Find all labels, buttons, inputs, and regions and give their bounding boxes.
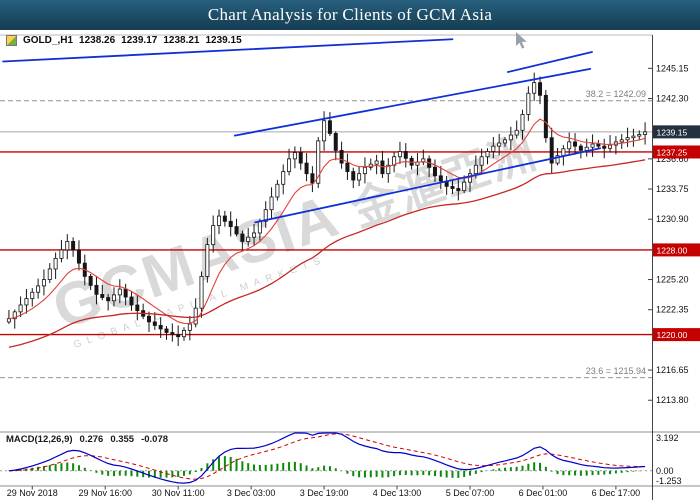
macd-label: MACD(12,26,9) bbox=[6, 434, 73, 445]
moving-average-line-2 bbox=[8, 159, 646, 348]
svg-text:1213.80: 1213.80 bbox=[656, 395, 689, 405]
price-chart[interactable]: 1245.15 1242.30 1236.60 1233.75 1230.90 1225.… bbox=[0, 30, 700, 500]
svg-text:-1.253: -1.253 bbox=[656, 476, 682, 486]
candlesticks bbox=[6, 72, 648, 346]
svg-text:29 Nov 16:00: 29 Nov 16:00 bbox=[78, 488, 132, 498]
price-axis-ticks: 1245.15 1242.30 1236.60 1233.75 1230.90 1225.… bbox=[648, 63, 689, 405]
svg-text:29 Nov 2018: 29 Nov 2018 bbox=[7, 488, 58, 498]
svg-text:1230.90: 1230.90 bbox=[656, 214, 689, 224]
bid-price-badge: 1239.15 bbox=[653, 125, 700, 139]
trendline-upper-channel[interactable] bbox=[233, 67, 592, 137]
level-price-badge: 1237.25 bbox=[653, 145, 700, 159]
svg-text:1220.00: 1220.00 bbox=[657, 330, 688, 340]
svg-text:30 Nov 11:00: 30 Nov 11:00 bbox=[152, 488, 205, 498]
svg-text:0.00: 0.00 bbox=[656, 466, 674, 476]
level-price-badge: 1228.00 bbox=[653, 243, 700, 257]
page-title: Chart Analysis for Clients of GCM Asia bbox=[207, 5, 493, 24]
svg-text:1225.20: 1225.20 bbox=[656, 275, 689, 285]
trendline-lower-channel[interactable] bbox=[254, 147, 602, 224]
fib-level-label: 38.2 = 1242.09 bbox=[585, 88, 646, 99]
trendline-top-right[interactable] bbox=[507, 51, 593, 73]
svg-text:3.192: 3.192 bbox=[656, 433, 679, 443]
macd-value-main: 0.276 bbox=[79, 434, 104, 445]
svg-text:1216.65: 1216.65 bbox=[656, 365, 689, 375]
macd-indicator-legend: MACD(12,26,9) 0.276 0.355 -0.078 bbox=[6, 434, 168, 445]
ohlc-high: 1239.17 bbox=[121, 35, 158, 46]
trendline-top[interactable] bbox=[2, 38, 454, 63]
ohlc-close: 1239.15 bbox=[205, 35, 242, 46]
svg-text:1242.30: 1242.30 bbox=[656, 94, 689, 104]
macd-value-signal: 0.355 bbox=[110, 434, 135, 445]
symbol-timeframe-label: GOLD_,H1 bbox=[23, 35, 74, 46]
title-bar: Chart Analysis for Clients of GCM Asia bbox=[0, 0, 700, 30]
symbol-icon bbox=[6, 35, 17, 46]
moving-average-line-1 bbox=[8, 118, 646, 325]
fib-level-label: 23.6 = 1215.94 bbox=[585, 365, 646, 376]
svg-text:1228.00: 1228.00 bbox=[657, 245, 688, 255]
macd-axis-ticks: 3.192 0.00-1.253 bbox=[656, 433, 682, 486]
svg-text:3 Dec 19:00: 3 Dec 19:00 bbox=[300, 488, 349, 498]
svg-text:1237.25: 1237.25 bbox=[657, 147, 688, 157]
svg-text:1239.15: 1239.15 bbox=[657, 127, 688, 137]
svg-text:3 Dec 03:00: 3 Dec 03:00 bbox=[227, 488, 276, 498]
chart-legend: GOLD_,H1 1238.26 1239.17 1238.21 1239.15 bbox=[6, 35, 242, 46]
svg-text:6 Dec 17:00: 6 Dec 17:00 bbox=[592, 488, 641, 498]
macd-signal-line bbox=[8, 433, 646, 480]
ohlc-open: 1238.26 bbox=[79, 35, 116, 46]
svg-text:1245.15: 1245.15 bbox=[656, 63, 689, 73]
level-price-badge: 1220.00 bbox=[653, 328, 700, 342]
ohlc-low: 1238.21 bbox=[163, 35, 200, 46]
cursor-arrow-icon bbox=[516, 32, 527, 49]
time-axis[interactable]: 29 Nov 2018 29 Nov 16:00 30 Nov 11:00 3 Dec… bbox=[7, 486, 640, 498]
svg-text:1233.75: 1233.75 bbox=[656, 184, 689, 194]
macd-main-line bbox=[8, 432, 646, 484]
macd-histogram bbox=[13, 456, 647, 478]
svg-text:6 Dec 01:00: 6 Dec 01:00 bbox=[519, 488, 568, 498]
svg-text:1236.60: 1236.60 bbox=[656, 154, 689, 164]
svg-text:4 Dec 13:00: 4 Dec 13:00 bbox=[373, 488, 422, 498]
macd-value-histogram: -0.078 bbox=[141, 434, 169, 445]
svg-text:1222.35: 1222.35 bbox=[656, 305, 689, 315]
chart-window: GCMASIA 金滙亞洲 GLOBAL CAPITAL MARKETS 1245… bbox=[0, 30, 700, 500]
svg-text:5 Dec 07:00: 5 Dec 07:00 bbox=[446, 488, 495, 498]
